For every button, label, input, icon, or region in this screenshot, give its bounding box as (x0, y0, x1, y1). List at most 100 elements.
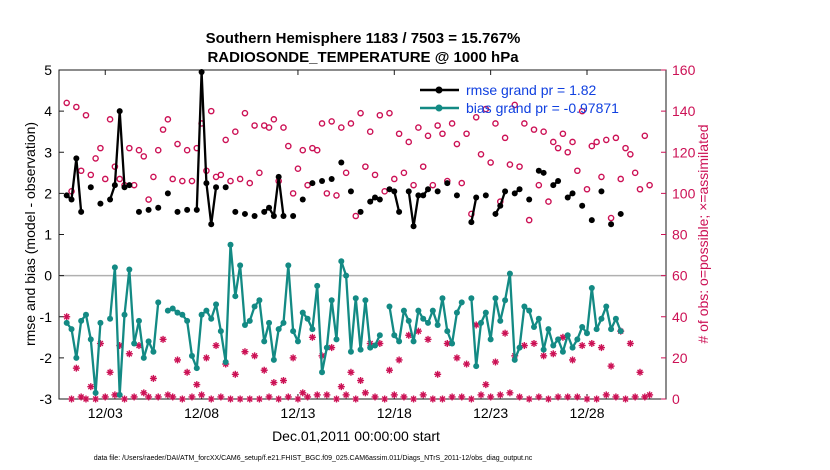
assimilated-obs-point (434, 370, 442, 378)
bias-line-segment (335, 260, 343, 341)
bias-point (135, 317, 142, 324)
assimilated-obs-point (101, 393, 109, 401)
rmse-point (482, 192, 489, 199)
assimilated-obs-point (68, 395, 76, 403)
bias-point (227, 241, 234, 248)
possible-obs-point (622, 144, 629, 152)
bias-line-segment (349, 297, 357, 353)
asterisk-stroke (482, 381, 489, 388)
bias-point (155, 299, 162, 306)
bias-line-segment (320, 346, 329, 374)
asterisk-stroke (531, 340, 537, 347)
assimilated-obs-point (361, 389, 369, 397)
possible-obs-point (612, 134, 620, 142)
bias-line-segment (214, 303, 223, 333)
bias-point (319, 369, 326, 376)
bias-line-segment (282, 264, 290, 325)
bias-point (333, 336, 340, 343)
bias-point (126, 266, 133, 273)
bias-point (213, 301, 220, 308)
asterisk-stroke (242, 348, 248, 355)
possible-obs-point (448, 120, 456, 127)
bias-point (391, 332, 398, 339)
possible-obs-point (256, 169, 263, 177)
assimilated-obs-point (463, 360, 471, 368)
bias-point (396, 338, 403, 345)
assimilated-obs-point (583, 395, 591, 403)
possible-obs-point (101, 175, 109, 183)
bias-point (583, 330, 590, 337)
assimilated-obs-point (299, 389, 307, 397)
assimilated-obs-point (482, 381, 490, 389)
assimilated-obs-point (631, 393, 639, 401)
rmse-line-segment (407, 190, 415, 228)
assimilated-obs-point (270, 379, 278, 387)
rmse-point (116, 108, 123, 115)
bias-point (545, 326, 552, 333)
asterisk-stroke (391, 391, 398, 398)
assimilated-obs-point (82, 395, 90, 403)
bias-line-segment (436, 297, 444, 327)
bias-line-segment (84, 313, 92, 341)
bias-point (478, 319, 485, 326)
asterisk-stroke (521, 342, 528, 349)
bias-point (309, 326, 316, 333)
assimilated-obs-point (559, 333, 567, 341)
rmse-point (63, 192, 70, 199)
rmse-point (290, 212, 297, 219)
possible-obs-point (63, 99, 71, 107)
possible-obs-point (299, 146, 307, 154)
asterisk-stroke (545, 396, 552, 402)
rmse-point (550, 182, 557, 189)
possible-obs-point (472, 113, 480, 121)
asterisk-stroke (237, 396, 244, 402)
possible-obs-point (463, 130, 470, 138)
assimilated-obs-point (328, 344, 336, 352)
assimilated-obs-point (390, 391, 398, 399)
rmse-line-segment (470, 196, 478, 224)
possible-obs-point (602, 136, 610, 144)
y-left-tick-label: 1 (44, 227, 52, 243)
bias-point (116, 391, 123, 398)
rmse-point (415, 192, 422, 199)
assimilated-obs-point (149, 374, 157, 382)
x-tick-label: 12/28 (569, 405, 604, 421)
chart-title-line1: Southern Hemisphere 1183 / 7503 = 15.767… (206, 30, 521, 47)
bias-line-segment (229, 243, 237, 298)
possible-obs-point (236, 175, 244, 183)
y-right-tick-label: 120 (672, 144, 696, 160)
assimilated-obs-point (202, 354, 210, 362)
possible-obs-point (222, 136, 229, 144)
rmse-point (73, 155, 80, 162)
possible-obs-point (439, 130, 446, 138)
bias-point (164, 307, 171, 314)
bias-point (338, 258, 345, 265)
bias-point (526, 307, 533, 314)
asterisk-stroke (381, 396, 388, 402)
possible-obs-point (607, 214, 615, 222)
rmse-point (261, 208, 268, 215)
possible-obs-point (530, 126, 538, 133)
asterisk-stroke (502, 330, 509, 337)
rmse-point (280, 212, 287, 219)
assimilated-obs-point (121, 395, 129, 403)
assimilated-obs-point (496, 391, 504, 399)
possible-obs-point (352, 212, 360, 220)
possible-obs-point (164, 116, 172, 123)
rmse-point (396, 208, 403, 215)
bias-point (328, 297, 335, 304)
possible-obs-point (265, 124, 273, 131)
possible-obs-point (116, 175, 123, 183)
possible-obs-point (140, 153, 148, 160)
rmse-point (598, 188, 605, 195)
bias-point (241, 321, 248, 328)
data-file-footer: data file: /Users/raeder/DAI/ATM_forcXX/… (94, 455, 533, 462)
bias-line-segment (195, 313, 203, 370)
bias-line-segment (258, 299, 266, 343)
possible-obs-point (545, 198, 552, 205)
possible-obs-point (390, 175, 398, 183)
assimilated-obs-point (371, 393, 379, 401)
rmse-point (497, 202, 504, 209)
asterisk-stroke (295, 396, 301, 402)
bias-point (502, 297, 509, 304)
